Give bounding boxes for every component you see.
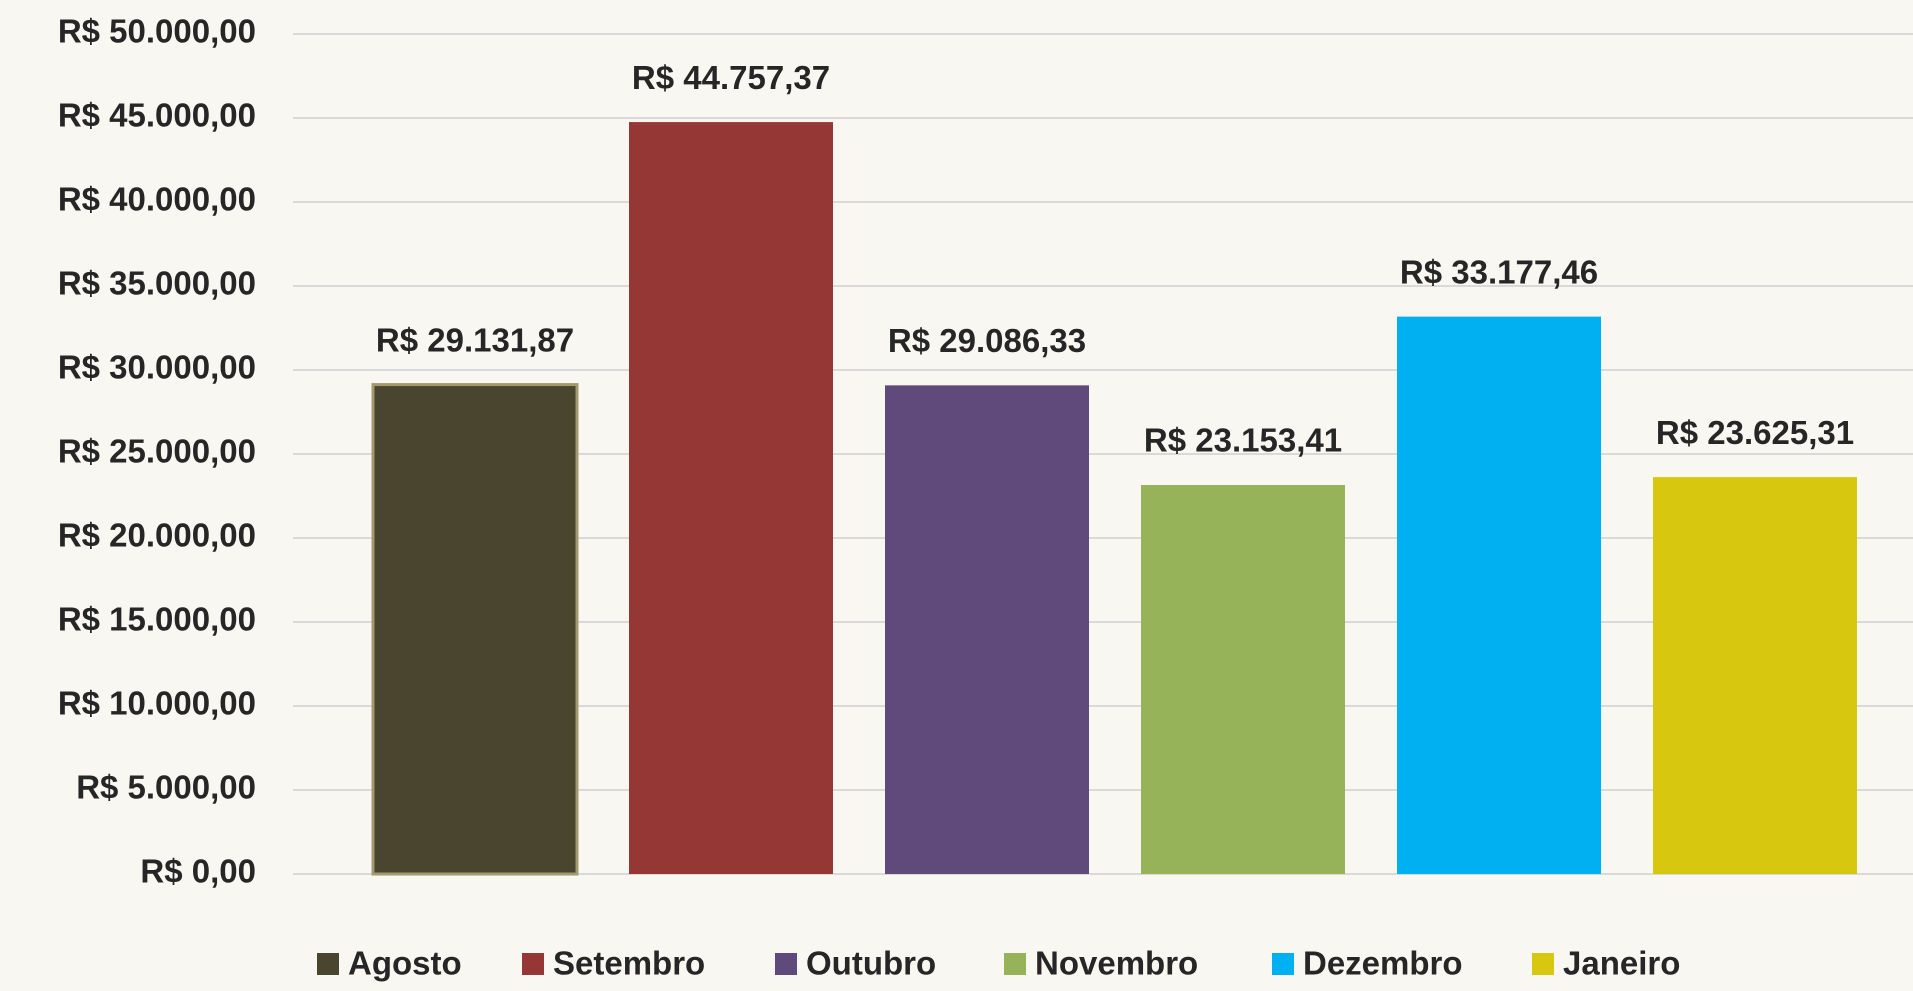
y-tick-label: R$ 20.000,00 <box>58 517 256 554</box>
legend-label: Outubro <box>806 945 936 982</box>
data-label: R$ 29.086,33 <box>888 322 1086 359</box>
legend-swatch <box>775 953 797 975</box>
bar <box>1141 485 1345 874</box>
legend-label: Setembro <box>553 945 705 982</box>
bar <box>885 385 1089 874</box>
bar <box>371 383 579 876</box>
legend-swatch <box>1532 953 1554 975</box>
legend-swatch <box>317 953 339 975</box>
y-tick-label: R$ 25.000,00 <box>58 433 256 470</box>
bar <box>1397 316 1601 875</box>
data-label: R$ 33.177,46 <box>1400 253 1598 290</box>
data-label: R$ 23.625,31 <box>1656 414 1854 451</box>
y-tick-label: R$ 5.000,00 <box>76 769 256 806</box>
legend-swatch <box>1004 953 1026 975</box>
legend-label: Janeiro <box>1563 945 1680 982</box>
y-tick-label: R$ 0,00 <box>140 853 256 890</box>
legend-label: Dezembro <box>1303 945 1463 982</box>
legend-swatch <box>1272 953 1294 975</box>
y-tick-label: R$ 10.000,00 <box>58 685 256 722</box>
data-label: R$ 29.131,87 <box>376 321 574 358</box>
data-label: R$ 23.153,41 <box>1144 422 1342 459</box>
y-tick-label: R$ 50.000,00 <box>58 13 256 50</box>
y-tick-label: R$ 35.000,00 <box>58 265 256 302</box>
legend-label: Novembro <box>1035 945 1198 982</box>
y-tick-label: R$ 15.000,00 <box>58 601 256 638</box>
y-tick-label: R$ 40.000,00 <box>58 181 256 218</box>
y-tick-label: R$ 30.000,00 <box>58 349 256 386</box>
bar <box>1653 477 1857 874</box>
bar <box>629 122 833 875</box>
legend-swatch <box>522 953 544 975</box>
y-tick-label: R$ 45.000,00 <box>58 97 256 134</box>
legend-label: Agosto <box>348 945 462 982</box>
data-label: R$ 44.757,37 <box>632 59 830 96</box>
